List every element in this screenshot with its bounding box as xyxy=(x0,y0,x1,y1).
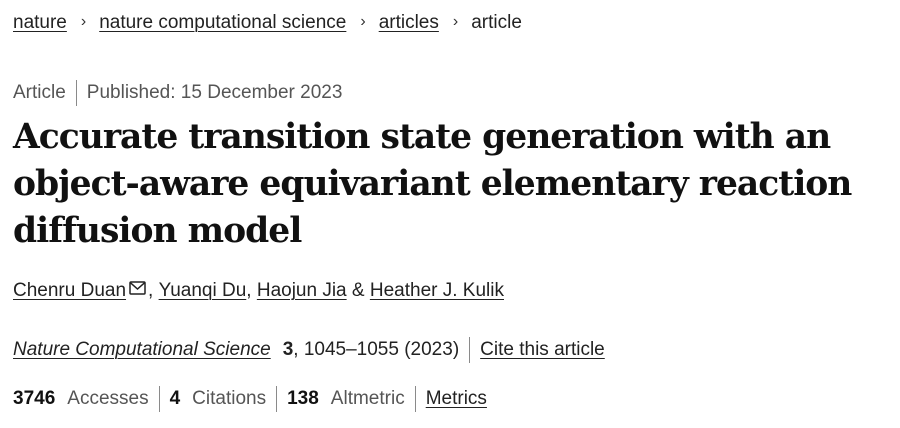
article-title: Accurate transition state generation wit… xyxy=(13,117,852,251)
metrics-divider xyxy=(158,386,160,412)
breadcrumb-link-nature-computational-science[interactable]: nature computational science xyxy=(99,12,347,33)
breadcrumb-separator-icon: › xyxy=(452,13,459,30)
citations-count: 4 xyxy=(169,388,181,409)
journal-link[interactable]: Nature Computational Science xyxy=(13,339,271,360)
article-metrics: 3746 Accesses 4 Citations 138 Altmetric … xyxy=(13,386,487,412)
article-meta: Article Published: 15 December 2023 xyxy=(13,80,342,106)
author-separator: , xyxy=(246,280,252,301)
breadcrumb: nature › nature computational science › … xyxy=(13,11,522,35)
breadcrumb-link-articles[interactable]: articles xyxy=(378,12,439,33)
breadcrumb-separator-icon: › xyxy=(360,13,366,30)
author-link-chenru-duan[interactable]: Chenru Duan xyxy=(13,280,127,301)
metrics-divider xyxy=(414,386,416,412)
author-link-haojun-jia[interactable]: Haojun Jia xyxy=(256,280,347,301)
published-date: Published: 15 December 2023 xyxy=(86,82,343,103)
author-and: & xyxy=(351,280,365,301)
journal-citation: Nature Computational Science 3 , 1045–10… xyxy=(13,337,605,363)
breadcrumb-link-nature[interactable]: nature xyxy=(13,12,67,33)
accesses-count: 3746 xyxy=(13,388,56,409)
author-separator: , xyxy=(148,280,154,301)
breadcrumb-current: article xyxy=(471,12,522,33)
breadcrumb-separator-icon: › xyxy=(80,13,87,30)
author-link-yuanqi-du[interactable]: Yuanqi Du xyxy=(158,280,247,301)
metrics-link[interactable]: Metrics xyxy=(425,388,487,409)
mail-icon[interactable] xyxy=(129,278,146,295)
journal-divider xyxy=(469,337,471,363)
metrics-divider xyxy=(276,386,278,412)
accesses-label: Accesses xyxy=(67,388,149,409)
meta-divider xyxy=(75,80,77,106)
author-list: Chenru Duan , Yuanqi Du , Haojun Jia & H… xyxy=(13,279,504,303)
journal-pages-year: , 1045–1055 (2023) xyxy=(293,339,460,360)
journal-volume: 3 xyxy=(282,339,294,360)
citations-label: Citations xyxy=(192,388,267,409)
article-type: Article xyxy=(13,82,66,103)
altmetric-count: 138 xyxy=(287,388,319,409)
altmetric-label: Altmetric xyxy=(330,388,405,409)
author-link-heather-kulik[interactable]: Heather J. Kulik xyxy=(369,280,504,301)
cite-this-article-link[interactable]: Cite this article xyxy=(480,339,605,360)
